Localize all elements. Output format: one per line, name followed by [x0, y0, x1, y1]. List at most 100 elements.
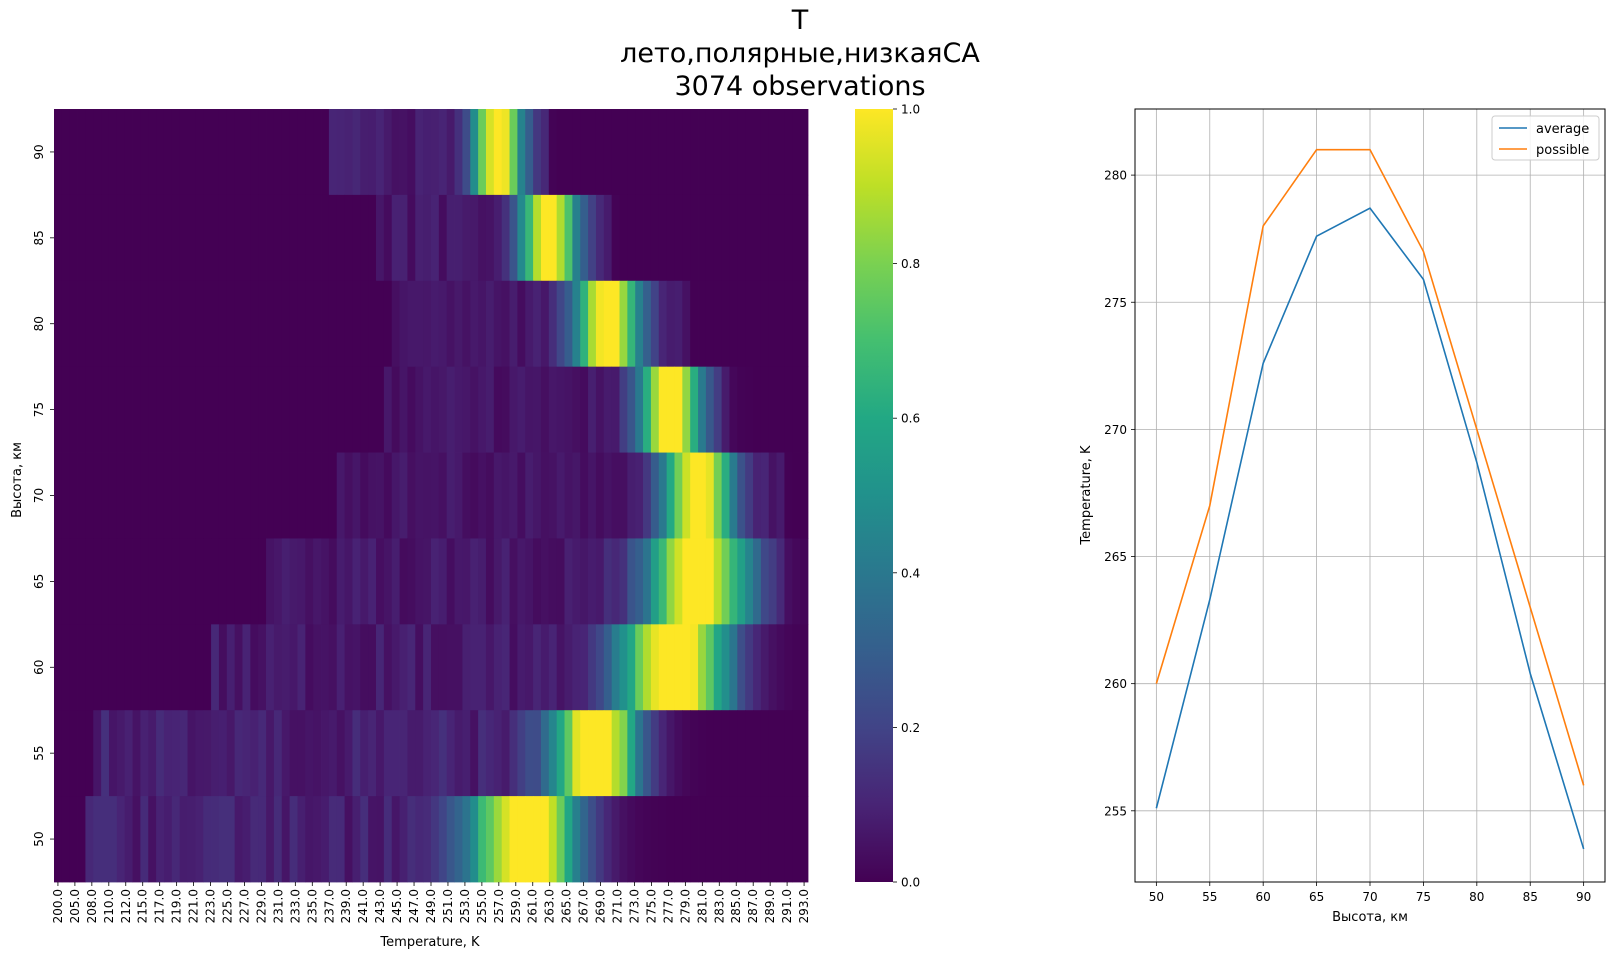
heatmap-cell	[760, 796, 770, 883]
heatmap-cell	[721, 796, 730, 883]
heatmap-cell	[423, 538, 432, 625]
heatmap-cell	[156, 280, 165, 368]
heatmap-cell	[360, 194, 369, 282]
heatmap-cell	[800, 109, 809, 196]
heatmap-cell	[493, 194, 503, 282]
heatmap-cell	[124, 710, 133, 797]
heatmap-cell	[729, 796, 738, 883]
heatmap-cell	[281, 538, 291, 625]
heatmap-cell	[517, 710, 526, 797]
heatmap-cell	[580, 538, 589, 625]
heatmap-cell	[124, 452, 133, 539]
heatmap-cell	[116, 452, 126, 539]
heatmap-cell	[540, 796, 550, 883]
heatmap-cell	[313, 452, 322, 539]
heatmap-cell	[313, 366, 322, 453]
heatmap-cell	[352, 624, 361, 711]
colorbar-tick-label: 0.4	[901, 566, 920, 580]
heatmap-cell	[737, 796, 746, 883]
heatmap-cell	[242, 280, 251, 368]
heatmap-cell	[305, 194, 314, 282]
heatmap-cell	[415, 624, 424, 711]
heatmap-cell	[454, 366, 463, 453]
heatmap-x-tick-label: 247.0	[407, 889, 421, 923]
heatmap-cell	[148, 366, 157, 453]
heatmap-cell	[203, 452, 212, 539]
heatmap-cell	[148, 194, 157, 282]
heatmap-cell	[415, 710, 424, 797]
heatmap-cell	[705, 109, 715, 196]
heatmap-cell	[627, 109, 636, 196]
heatmap-cell	[753, 710, 762, 797]
heatmap-cell	[336, 452, 345, 539]
heatmap-cell	[234, 109, 243, 196]
heatmap-cell	[776, 538, 785, 625]
heatmap-cell	[737, 624, 746, 711]
heatmap-cell	[564, 194, 573, 282]
heatmap-cell	[643, 280, 652, 368]
heatmap-cell	[509, 624, 518, 711]
heatmap-cell	[77, 109, 86, 196]
heatmap-cell	[713, 710, 722, 797]
heatmap-cell	[69, 452, 78, 539]
heatmap-x-tick-label: 241.0	[356, 889, 370, 923]
heatmap-cell	[713, 796, 722, 883]
heatmap-cell	[674, 280, 683, 368]
heatmap-cell	[588, 109, 597, 196]
heatmap-cell	[588, 710, 597, 797]
heatmap-cell	[580, 710, 589, 797]
heatmap-cell	[407, 710, 416, 797]
heatmap-cell	[753, 796, 762, 883]
heatmap-cell	[415, 280, 424, 368]
heatmap-cell	[525, 538, 534, 625]
heatmap-cell	[564, 624, 573, 711]
heatmap-cell	[674, 194, 683, 282]
heatmap-cell	[289, 710, 298, 797]
heatmap-cell	[352, 796, 361, 883]
heatmap-cell	[760, 280, 770, 368]
heatmap-cell	[93, 796, 102, 883]
heatmap-cell	[383, 796, 393, 883]
heatmap-cell	[352, 710, 361, 797]
heatmap-cell	[517, 109, 526, 196]
heatmap-cell	[266, 710, 275, 797]
heatmap-cell	[321, 194, 330, 282]
heatmap-cell	[383, 538, 393, 625]
heatmap-cell	[305, 109, 314, 196]
heatmap-cell	[297, 624, 306, 711]
heatmap-cell	[407, 366, 416, 453]
heatmap-cell	[234, 194, 243, 282]
heatmap-cell	[344, 109, 353, 196]
heatmap-cell	[163, 280, 173, 368]
heatmap-cell	[525, 109, 534, 196]
heatmap-x-tick-label: 231.0	[271, 889, 285, 923]
heatmap-cell	[745, 710, 754, 797]
heatmap-cell	[493, 366, 503, 453]
heatmap-cell	[611, 710, 620, 797]
heatmap-cell	[556, 194, 565, 282]
heatmap-cell	[148, 796, 157, 883]
heatmap-cell	[266, 796, 275, 883]
title-line-2: лето,полярные,низкаяСА	[620, 38, 980, 69]
heatmap-cell	[116, 109, 126, 196]
heatmap-cell	[509, 538, 518, 625]
heatmap-cell	[297, 796, 306, 883]
heatmap-cell	[580, 452, 589, 539]
title-line-3: 3074 observations	[674, 71, 926, 102]
heatmap-cell	[729, 538, 738, 625]
heatmap-cell	[132, 452, 141, 539]
heatmap-cell	[376, 366, 385, 453]
heatmap-cell	[101, 710, 110, 797]
heatmap-x-tick-label: 233.0	[288, 889, 302, 923]
heatmap-cell	[595, 796, 605, 883]
heatmap-cell	[368, 796, 377, 883]
heatmap-cell	[156, 194, 165, 282]
heatmap-cell	[368, 710, 377, 797]
heatmap-cell	[643, 452, 652, 539]
heatmap-cell	[266, 194, 275, 282]
heatmap-cell	[438, 366, 448, 453]
heatmap-cell	[713, 109, 722, 196]
heatmap-cell	[792, 452, 801, 539]
heatmap-cell	[242, 109, 251, 196]
heatmap-cell	[218, 109, 228, 196]
